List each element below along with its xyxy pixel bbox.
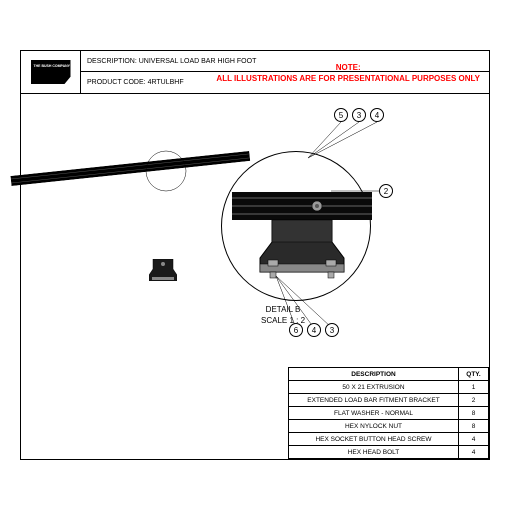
logo-cell: THE BUSH COMPANY [21,51,81,93]
load-bar-extrusion [10,151,250,186]
bom-desc-cell: HEX SOCKET BUTTON HEAD SCREW [289,433,459,446]
bom-desc-cell: EXTENDED LOAD BAR FITMENT BRACKET [289,394,459,407]
callout-balloon: 3 [352,108,366,122]
callout-balloon: 4 [370,108,384,122]
bom-qty-cell: 8 [459,407,489,420]
table-row: 50 X 21 EXTRUSION1 [289,381,489,394]
table-row: FLAT WASHER - NORMAL8 [289,407,489,420]
callout-balloon: 5 [334,108,348,122]
foot-bracket-overview [149,259,177,281]
detail-title: DETAIL B [261,304,305,315]
note-title: NOTE: [216,62,480,73]
table-row: HEX NYLOCK NUT8 [289,420,489,433]
bom-qty-cell: 2 [459,394,489,407]
detail-view-circle [221,151,371,301]
bom-header-description: DESCRIPTION [289,368,459,381]
drawing-frame: THE BUSH COMPANY DESCRIPTION: UNIVERSAL … [20,50,490,460]
callout-balloon: 6 [289,323,303,337]
bom-table: DESCRIPTION QTY. 50 X 21 EXTRUSION1EXTEN… [288,367,489,459]
callout-balloon: 2 [379,184,393,198]
bom-qty-cell: 8 [459,420,489,433]
table-row: HEX HEAD BOLT4 [289,446,489,459]
note-text: ALL ILLUSTRATIONS ARE FOR PRESENTATIONAL… [216,73,480,84]
table-row: EXTENDED LOAD BAR FITMENT BRACKET2 [289,394,489,407]
code-label: PRODUCT CODE: [87,79,146,86]
bom-desc-cell: 50 X 21 EXTRUSION [289,381,459,394]
bom-qty-cell: 4 [459,446,489,459]
bom-desc-cell: HEX HEAD BOLT [289,446,459,459]
callout-balloon: 4 [307,323,321,337]
code-value: 4RTULBHF [148,79,184,86]
bom-desc-cell: FLAT WASHER - NORMAL [289,407,459,420]
bush-company-logo: THE BUSH COMPANY [31,60,71,84]
bom-header-qty: QTY. [459,368,489,381]
callout-balloon: 3 [325,323,339,337]
bom-desc-cell: HEX NYLOCK NUT [289,420,459,433]
callout-number: 6 [294,326,298,335]
bom-qty-cell: 4 [459,433,489,446]
detail-source-circle [141,146,191,196]
callout-number: 2 [384,187,388,196]
logo-title: THE BUSH COMPANY [34,64,71,68]
callout-number: 3 [357,111,361,120]
bom-qty-cell: 1 [459,381,489,394]
description-label: DESCRIPTION: [87,58,137,65]
callout-number: 4 [312,326,316,335]
table-row: HEX SOCKET BUTTON HEAD SCREW4 [289,433,489,446]
note-block: NOTE: ALL ILLUSTRATIONS ARE FOR PRESENTA… [216,62,480,84]
table-header-row: DESCRIPTION QTY. [289,368,489,381]
callout-number: 5 [339,111,343,120]
callout-number: 3 [330,326,334,335]
callout-number: 4 [375,111,379,120]
